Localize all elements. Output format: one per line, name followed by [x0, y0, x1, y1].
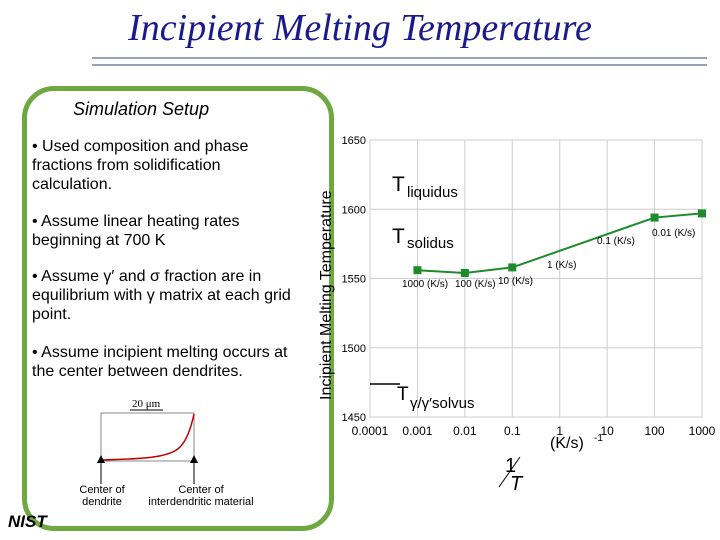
caption-center-of-dendrite: Center of dendrite — [79, 484, 125, 508]
x-tick-label: 10 — [600, 424, 614, 438]
data-point — [413, 266, 422, 275]
solidus-label: solidus — [407, 235, 454, 252]
x-axis-label: 1 T (K/s) -1 — [498, 433, 603, 495]
x-tick-label: 1000 — [689, 424, 716, 438]
t-liquidus-letter: T — [392, 173, 405, 196]
xlabel-numerator: 1 — [505, 455, 516, 477]
data-point — [460, 268, 469, 277]
data-point — [650, 213, 659, 222]
logo-text: NIST — [8, 512, 48, 531]
slide-title: Incipient Melting Temperature — [128, 7, 592, 49]
y-tick-label: 1550 — [342, 274, 366, 286]
y-tick-label: 1650 — [342, 135, 366, 147]
scale-bar-label: 20 μm — [132, 398, 161, 410]
bullet-heating-rates: • Assume linear heating rates beginning … — [32, 213, 240, 249]
x-tick-label: 0.1 — [504, 424, 521, 438]
t-solvus-letter: T — [397, 384, 409, 405]
xlabel-exponent: -1 — [594, 433, 603, 444]
rate-label-10: 10 (K/s) — [498, 276, 533, 287]
nist-logo: NIST — [8, 512, 48, 531]
x-tick-label: 0.001 — [402, 424, 432, 438]
y-tick-labels: 1450 1500 1550 1600 1650 — [342, 135, 366, 424]
xlabel-slash — [498, 456, 521, 488]
plot-frame — [369, 139, 703, 418]
rate-label-0-01: 0.01 (K/s) — [652, 228, 695, 239]
panel-heading: Simulation Setup — [73, 99, 210, 119]
simulation-setup-panel — [22, 86, 334, 531]
xlabel-units: (K/s) — [550, 435, 584, 452]
bullet-incipient-melting: • Assume incipient melting occurs at the… — [32, 344, 288, 380]
y-tick-label: 1450 — [342, 412, 366, 424]
y-tick-label: 1600 — [342, 204, 366, 216]
rate-label-0-1: 0.1 (K/s) — [597, 236, 635, 247]
t-solidus-letter: T — [392, 225, 405, 248]
data-point — [698, 209, 706, 218]
rate-label-100: 100 (K/s) — [455, 279, 496, 290]
bullet-composition: • Used composition and phase fractions f… — [32, 138, 249, 193]
x-tick-label: 0.0001 — [352, 424, 389, 438]
x-tick-labels: 0.0001 0.001 0.01 0.1 1 10 100 1000 — [352, 424, 716, 438]
x-tick-label: 100 — [645, 424, 665, 438]
series-points — [413, 209, 706, 277]
solvus-label: γ/γ′solvus — [410, 395, 475, 412]
x-tick-label: 1 — [556, 424, 563, 438]
liquidus-label: liquidus — [407, 184, 458, 201]
rate-label-1000: 1000 (K/s) — [402, 279, 448, 290]
rate-label-1: 1 (K/s) — [547, 260, 576, 271]
y-tick-label: 1500 — [342, 343, 366, 355]
bullet-equilibrium: • Assume γ′ and σ fraction are in equili… — [32, 268, 291, 323]
caption-interdendritic: Center of interdendritic material — [148, 484, 254, 508]
xlabel-denominator: T — [510, 473, 524, 495]
title-rule — [92, 57, 707, 68]
data-point — [508, 263, 517, 272]
x-tick-label: 0.01 — [453, 424, 477, 438]
